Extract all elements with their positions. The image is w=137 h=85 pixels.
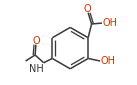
Text: OH: OH xyxy=(101,56,116,66)
Text: O: O xyxy=(33,36,40,46)
Text: OH: OH xyxy=(102,18,117,28)
Text: O: O xyxy=(83,4,91,14)
Text: NH: NH xyxy=(28,64,43,74)
